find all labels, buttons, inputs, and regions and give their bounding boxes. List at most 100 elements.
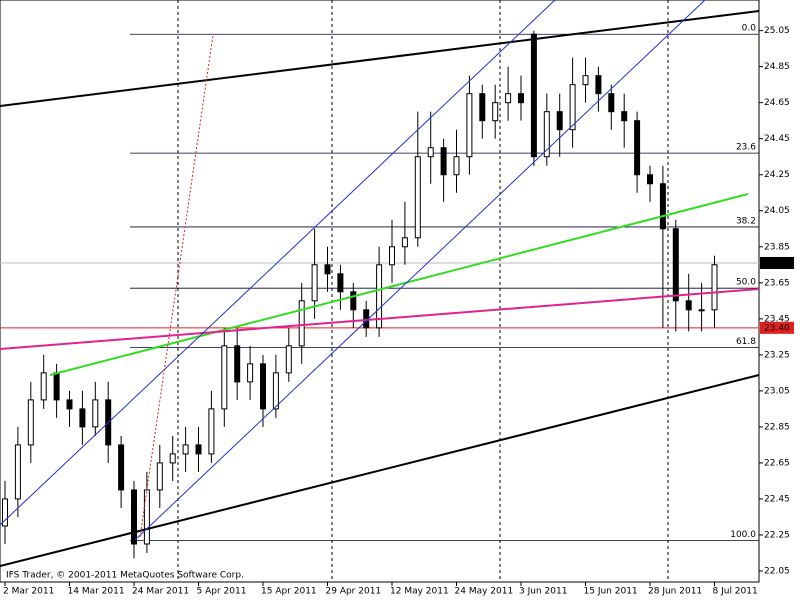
projection-line <box>139 34 214 538</box>
x-tick-label: 8 Jul 2011 <box>713 587 758 597</box>
fib-label: 23.6 <box>736 143 756 153</box>
candle-body <box>569 84 576 131</box>
fib-label: 100.0 <box>730 530 756 540</box>
fib-label: 61.8 <box>736 337 756 347</box>
candle-body <box>247 363 254 383</box>
trend-line <box>0 288 760 350</box>
y-tick-label: 23.05 <box>764 386 790 396</box>
candle-body <box>711 264 718 311</box>
candle-body <box>582 75 589 86</box>
x-tick-label: 29 Apr 2011 <box>326 587 382 597</box>
candle-body <box>556 111 563 131</box>
candle-body <box>234 345 241 383</box>
y-tick-label: 24.25 <box>764 170 790 180</box>
fib-label: 50.0 <box>736 278 756 288</box>
candle-body <box>453 156 460 176</box>
y-tick-label: 24.45 <box>764 134 790 144</box>
candle-body <box>53 372 60 401</box>
candle-body <box>621 111 628 122</box>
x-tick-label: 15 Jun 2011 <box>584 587 638 597</box>
candle-body <box>221 345 228 410</box>
candle-body <box>272 372 279 410</box>
candle-body <box>389 246 395 266</box>
candle-body <box>66 399 73 410</box>
y-tick-label: 23.85 <box>764 242 790 252</box>
candle-body <box>260 363 266 410</box>
candle-body <box>518 93 524 104</box>
current-price-label: 23.76 <box>764 258 790 268</box>
candle-body <box>182 444 189 455</box>
x-tick-label: 5 Apr 2011 <box>197 587 247 597</box>
candle-body <box>40 372 47 401</box>
y-tick-label: 22.25 <box>764 530 790 540</box>
candle-body <box>647 174 653 185</box>
candle-body <box>27 399 34 446</box>
candle-body <box>466 93 473 158</box>
candle-body <box>672 228 679 302</box>
candle-body <box>634 120 641 176</box>
candle-body <box>298 300 305 347</box>
candle-body <box>440 147 447 176</box>
y-tick-label: 22.45 <box>764 494 790 504</box>
y-tick-label: 24.85 <box>764 62 790 72</box>
candle-body <box>698 309 705 312</box>
alert-price-label: 23.40 <box>764 323 790 333</box>
candle-body <box>324 264 331 275</box>
candle-body <box>427 147 434 158</box>
trend-lines <box>0 0 760 567</box>
x-tick-label: 24 Mar 2011 <box>132 587 189 597</box>
y-tick-label: 25.05 <box>764 26 790 36</box>
candle-body <box>195 444 202 455</box>
y-tick-label: 24.05 <box>764 206 790 216</box>
trend-line <box>49 193 749 376</box>
candle-body <box>543 111 550 158</box>
candle-body <box>492 102 499 122</box>
y-tick-label: 23.45 <box>764 314 790 324</box>
candle-body <box>92 399 99 428</box>
candle-body <box>131 489 137 545</box>
x-tick-label: 24 May 2011 <box>455 587 514 597</box>
candle-body <box>401 237 408 248</box>
channel-line <box>0 0 556 526</box>
candle-body <box>118 444 125 491</box>
candle-body <box>505 93 512 104</box>
candle-body <box>479 93 486 122</box>
candle-body <box>685 300 692 311</box>
y-tick-label: 23.25 <box>764 350 790 360</box>
trend-line <box>0 10 760 107</box>
candle-body <box>2 498 8 527</box>
y-tick-label: 24.65 <box>764 98 790 108</box>
candle-body <box>14 444 21 500</box>
candles <box>2 30 718 559</box>
y-tick-label: 22.65 <box>764 458 790 468</box>
candle-body <box>350 291 357 311</box>
x-tick-label: 28 Jun 2011 <box>648 587 702 597</box>
fib-label: 38.2 <box>736 216 756 226</box>
candle-body <box>156 462 163 491</box>
channel-line <box>134 0 706 541</box>
candle-body <box>169 453 176 464</box>
current-price-box <box>760 256 794 269</box>
y-tick-label: 23.65 <box>764 278 790 288</box>
candle-body <box>595 75 602 95</box>
x-tick-label: 15 Apr 2011 <box>261 587 317 597</box>
x-tick-label: 14 Mar 2011 <box>68 587 125 597</box>
x-tick-label: 12 May 2011 <box>390 587 449 597</box>
alert-price-box <box>760 321 794 334</box>
vertical-dashes <box>177 0 669 582</box>
candle-body <box>659 183 666 230</box>
candle-body <box>608 93 615 113</box>
candle-body <box>285 345 292 374</box>
x-tick-label: 3 Jun 2011 <box>519 587 567 597</box>
y-tick-label: 22.05 <box>764 566 790 576</box>
trend-line <box>0 374 760 567</box>
candle-body <box>337 273 344 293</box>
candle-body <box>79 408 86 428</box>
candle-body <box>208 408 215 455</box>
copyright: IFS Trader, © 2001-2011 MetaQuotes Softw… <box>6 571 244 581</box>
fib-label: 0.0 <box>742 24 757 34</box>
candle-body <box>311 264 318 302</box>
x-tick-label: 2 Mar 2011 <box>3 587 54 597</box>
